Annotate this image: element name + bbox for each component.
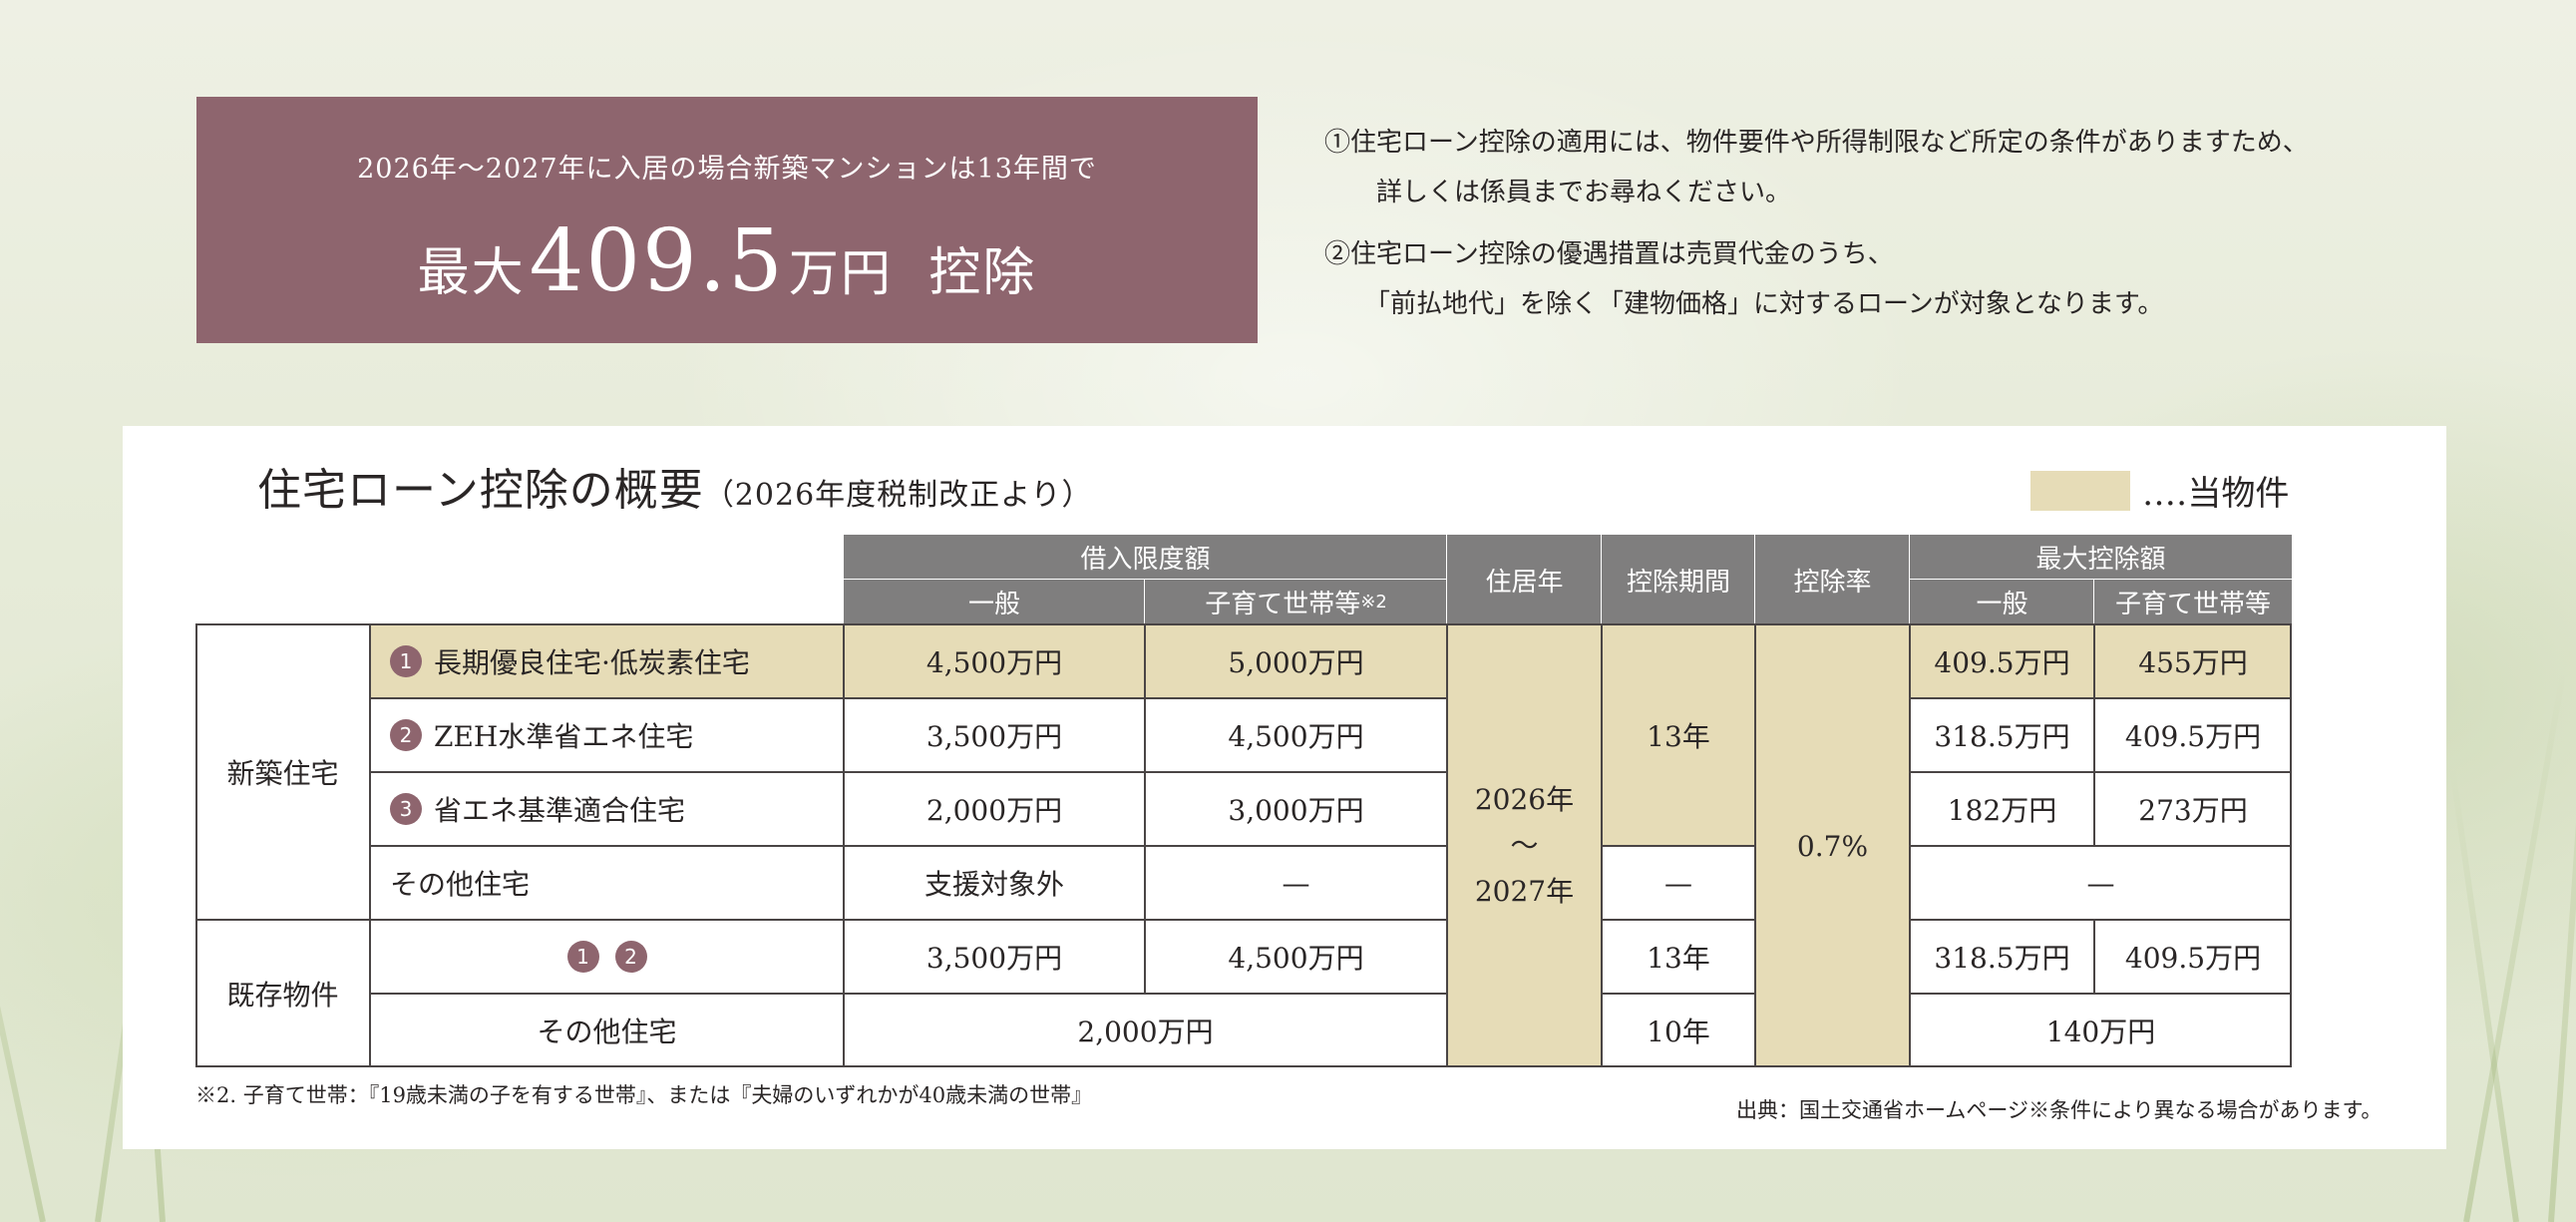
header-limit-general: 一般 xyxy=(844,580,1145,624)
note-1: ①住宅ローン控除の適用には、物件要件や所得制限など所定の条件がありますため、 詳… xyxy=(1324,118,2521,217)
row-6-period: 10年 xyxy=(1647,1016,1710,1048)
header-borrowing-limit: 借入限度額 xyxy=(844,535,1447,580)
panel-title-main: 住宅ローン控除の概要 xyxy=(257,465,704,516)
row-1-max-child: 455万円 xyxy=(2138,646,2248,679)
residence-year: 2026年 ～ 2027年 xyxy=(1447,624,1602,1067)
row-2-general: 3,500万円 xyxy=(925,720,1063,753)
legend-label: ‥‥当物件 xyxy=(2142,474,2290,514)
row-2-child: 4,500万円 xyxy=(1228,720,1364,753)
group-existing: 既存物件 xyxy=(226,979,339,1012)
promo-unit: 万円 xyxy=(788,244,893,302)
promo-subtitle: 2026年～2027年に入居の場合新築マンションは13年間で xyxy=(357,154,1097,185)
panel-title-sub: （2026年度税制改正より） xyxy=(703,478,1093,513)
legend: ‥‥当物件 xyxy=(2030,466,2289,515)
header-deduction-period: 控除期間 xyxy=(1602,535,1755,624)
group-new: 新築住宅 xyxy=(226,757,339,790)
row-label-4: その他住宅 xyxy=(390,868,531,901)
header-limit-child: 子育て世帯等 ※2 xyxy=(1145,580,1447,624)
promo-headline: 最大409.5万円 控除 xyxy=(196,211,1258,311)
residence-to: 2027年 xyxy=(1474,875,1575,908)
row-1-label-text: 長期優良住宅·低炭素住宅 xyxy=(434,646,750,679)
promo-prefix: 最大 xyxy=(417,243,526,303)
row-3-child: 3,000万円 xyxy=(1228,794,1364,827)
header-max-general: 一般 xyxy=(1910,580,2094,624)
promo-banner: 2026年～2027年に入居の場合新築マンションは13年間で 最大409.5万円… xyxy=(196,97,1258,343)
header-max-deduction: 最大控除額 xyxy=(1910,535,2292,580)
row-2-max-general: 318.5万円 xyxy=(1934,720,2070,753)
row-4-max: — xyxy=(2086,866,2115,900)
note-1-line2: 詳しくは係員までお尋ねください。 xyxy=(1376,178,1792,207)
row-4-period: — xyxy=(1664,866,1692,900)
header-limit-child-label: 子育て世帯等 xyxy=(1205,590,1361,619)
number-badge-5b: 2 xyxy=(614,941,647,973)
header-limit-child-note: ※2 xyxy=(1360,592,1387,612)
row-label-2: 2 ZEH水準省エネ住宅 xyxy=(370,698,844,772)
row-5-max-general: 318.5万円 xyxy=(1934,942,2070,975)
note-2: ②住宅ローン控除の優遇措置は売買代金のうち、 「前払地代」を除く「建物価格」に対… xyxy=(1324,229,2521,329)
header-deduction-rate: 控除率 xyxy=(1755,535,1910,624)
row-1-child: 5,000万円 xyxy=(1228,646,1364,679)
note-2-line2: 「前払地代」を除く「建物価格」に対するローンが対象となります。 xyxy=(1364,289,2164,319)
footnote: ※2. 子育て世帯：『19歳未満の子を有する世帯』、または『夫婦のいずれかが40… xyxy=(195,1083,1093,1107)
residence-from: 2026年 xyxy=(1474,783,1575,816)
loan-deduction-panel: 住宅ローン控除の概要（2026年度税制改正より） ‥‥当物件 借入限度額 一般 … xyxy=(123,426,2446,1149)
row-4-child: — xyxy=(1282,866,1310,900)
number-badge-3: 3 xyxy=(390,793,422,825)
row-label-3: 3 省エネ基準適合住宅 xyxy=(370,772,844,846)
notes: ①住宅ローン控除の適用には、物件要件や所得制限など所定の条件がありますため、 詳… xyxy=(1324,118,2521,329)
row-5-child: 4,500万円 xyxy=(1228,942,1364,975)
number-badge-1: 1 xyxy=(390,645,422,677)
number-badge-5a: 1 xyxy=(566,941,599,973)
residence-tilde: ～ xyxy=(1510,829,1539,862)
promo-amount: 409.5 xyxy=(529,211,785,311)
row-label-6: その他住宅 xyxy=(537,1016,677,1048)
row-4-general: 支援対象外 xyxy=(923,868,1064,901)
row-5-period: 13年 xyxy=(1647,942,1710,975)
row-6-limit: 2,000万円 xyxy=(1077,1016,1214,1048)
row-label-1: 1 長期優良住宅·低炭素住宅 xyxy=(370,624,844,698)
row-5-max-child: 409.5万円 xyxy=(2124,942,2262,975)
header-residence-year: 住居年 xyxy=(1447,535,1602,624)
row-6-max: 140万円 xyxy=(2045,1016,2156,1048)
row-5-general: 3,500万円 xyxy=(925,942,1063,975)
number-badge-2: 2 xyxy=(390,719,422,751)
deduction-table: 借入限度額 一般 子育て世帯等 ※2 住居年 控除期間 控除率 最大控除額 一般 … xyxy=(195,535,2292,1067)
source-note: 出典：国土交通省ホームページ※条件により異なる場合があります。 xyxy=(1736,1098,2383,1122)
row-1-max-general: 409.5万円 xyxy=(1934,646,2070,679)
row-3-max-general: 182万円 xyxy=(1947,794,2057,827)
row-3-max-child: 273万円 xyxy=(2138,794,2248,827)
row-2-max-child: 409.5万円 xyxy=(2124,720,2262,753)
note-2-line1: ②住宅ローン控除の優遇措置は売買代金のうち、 xyxy=(1324,239,1894,269)
row-2-label-text: ZEH水準省エネ住宅 xyxy=(434,720,694,753)
promo-suffix: 控除 xyxy=(928,243,1037,303)
note-1-line1: ①住宅ローン控除の適用には、物件要件や所得制限など所定の条件がありますため、 xyxy=(1324,128,2309,158)
row-3-general: 2,000万円 xyxy=(925,794,1063,827)
new-period: 13年 xyxy=(1647,720,1710,753)
row-1-general: 4,500万円 xyxy=(925,646,1063,679)
deduction-rate: 0.7% xyxy=(1796,829,1869,863)
header-max-child: 子育て世帯等 xyxy=(2094,580,2292,624)
panel-title: 住宅ローン控除の概要（2026年度税制改正より） xyxy=(257,454,1093,518)
legend-swatch xyxy=(2030,470,2130,511)
row-3-label-text: 省エネ基準適合住宅 xyxy=(434,794,686,827)
